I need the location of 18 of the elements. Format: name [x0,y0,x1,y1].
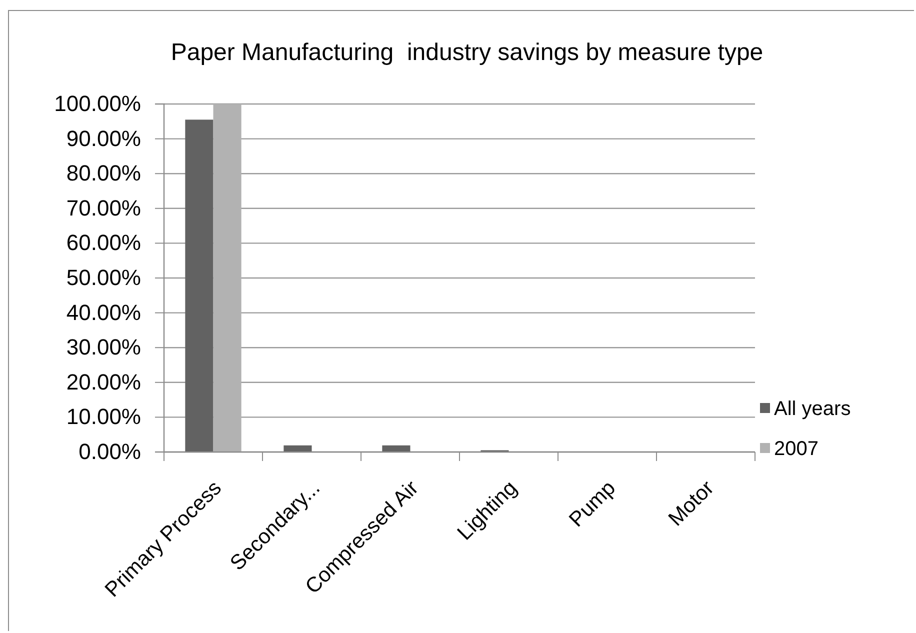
y-tick-label: 30.00% [66,334,141,360]
y-tick-label: 50.00% [66,265,141,290]
legend-label: All years [774,398,851,420]
bar [382,445,410,452]
y-tick-label: 70.00% [66,195,141,220]
y-tick-label: 40.00% [66,300,141,325]
bar [213,104,242,452]
y-tick-label: 10.00% [66,404,141,430]
y-tick-label: 60.00% [66,230,141,256]
bar [185,120,214,452]
y-tick-label: 20.00% [66,369,141,394]
y-tick-label: 100.00% [54,91,141,116]
bar [284,445,312,452]
chart-title: Paper Manufacturing industry savings by measure type [170,39,764,66]
y-tick-label: 80.00% [66,160,141,186]
y-tick-label: 0.00% [78,439,141,464]
y-tick-label: 90.00% [66,126,141,151]
legend-label: 2007 [774,438,818,460]
